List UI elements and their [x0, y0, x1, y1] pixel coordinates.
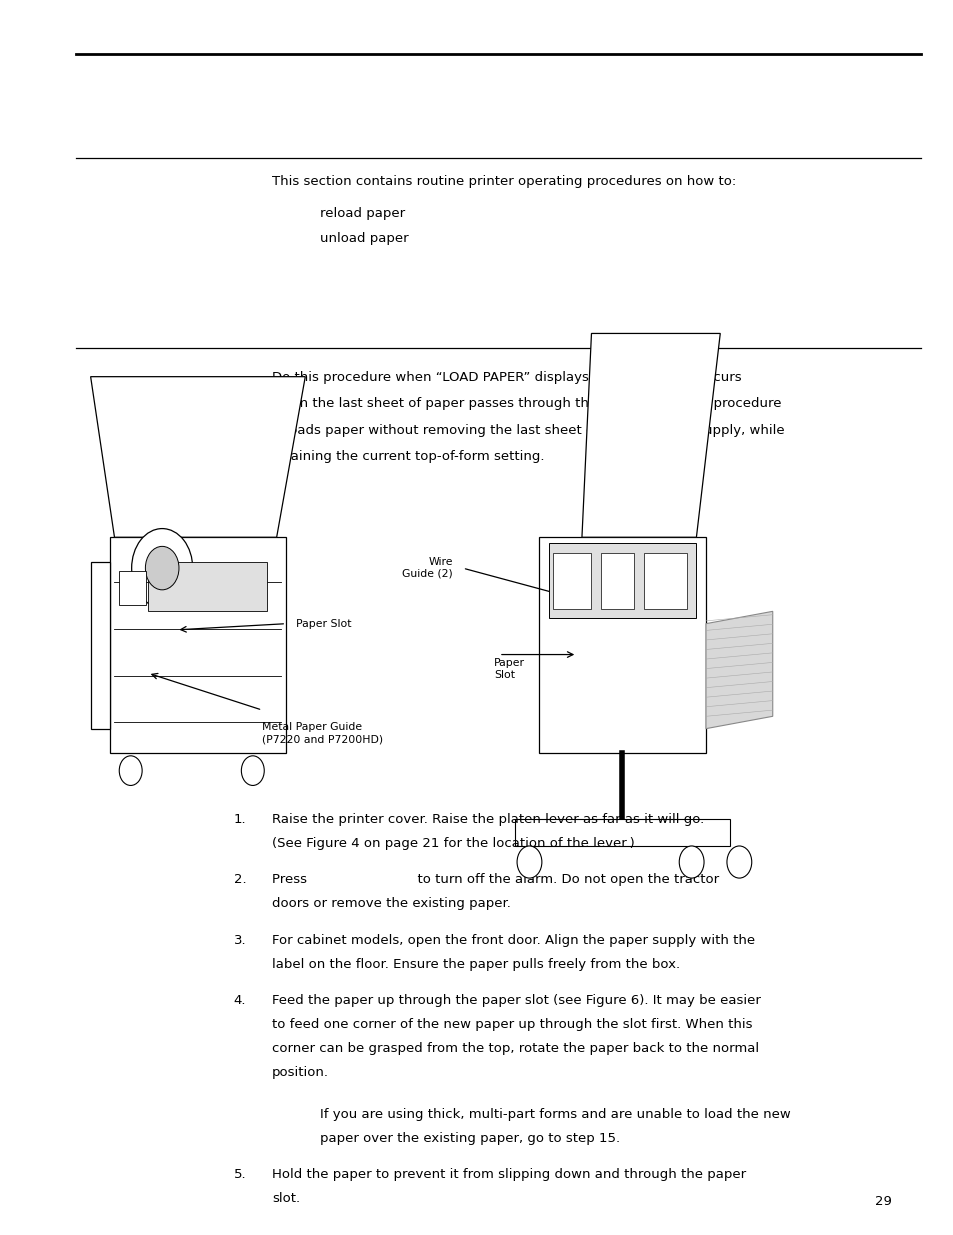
Text: Do this procedure when “LOAD PAPER” displays. (This message occurs: Do this procedure when “LOAD PAPER” disp… — [272, 370, 740, 384]
Text: 1.: 1. — [233, 813, 246, 826]
Polygon shape — [705, 611, 772, 729]
Text: 29: 29 — [874, 1194, 891, 1208]
Bar — [538, 537, 705, 753]
Bar — [110, 537, 286, 753]
Circle shape — [679, 846, 703, 878]
Text: (See Figure 4 on page 21 for the location of the lever.): (See Figure 4 on page 21 for the locatio… — [272, 837, 634, 850]
Text: 4.: 4. — [233, 994, 246, 1008]
Text: 5.: 5. — [233, 1168, 246, 1182]
Text: For cabinet models, open the front door. Align the paper supply with the: For cabinet models, open the front door.… — [272, 934, 754, 947]
Bar — [515, 819, 729, 846]
Bar — [643, 553, 686, 609]
Text: doors or remove the existing paper.: doors or remove the existing paper. — [272, 897, 510, 910]
Text: paper over the existing paper, go to step 15.: paper over the existing paper, go to ste… — [319, 1131, 619, 1145]
Text: Raise the printer cover. Raise the platen lever as far as it will go.: Raise the printer cover. Raise the plate… — [272, 813, 703, 826]
Text: position.: position. — [272, 1066, 329, 1079]
Bar — [148, 562, 267, 611]
Bar — [91, 562, 110, 729]
Polygon shape — [91, 377, 305, 537]
Text: If you are using thick, multi-part forms and are unable to load the new: If you are using thick, multi-part forms… — [319, 1108, 789, 1121]
Circle shape — [726, 846, 751, 878]
Text: 2.: 2. — [233, 873, 246, 887]
Polygon shape — [581, 333, 720, 537]
Text: when the last sheet of paper passes through the paper slot.) This procedure: when the last sheet of paper passes thro… — [272, 398, 781, 410]
Circle shape — [132, 529, 193, 608]
Bar — [600, 553, 634, 609]
Text: corner can be grasped from the top, rotate the paper back to the normal: corner can be grasped from the top, rota… — [272, 1042, 759, 1056]
Text: 3.: 3. — [233, 934, 246, 947]
Circle shape — [517, 846, 541, 878]
Bar — [553, 553, 591, 609]
Text: slot.: slot. — [272, 1192, 299, 1205]
Text: Press                          to turn off the alarm. Do not open the tractor: Press to turn off the alarm. Do not open… — [272, 873, 719, 887]
Text: Hold the paper to prevent it from slipping down and through the paper: Hold the paper to prevent it from slippi… — [272, 1168, 745, 1182]
Text: label on the floor. Ensure the paper pulls freely from the box.: label on the floor. Ensure the paper pul… — [272, 958, 679, 971]
Text: This section contains routine printer operating procedures on how to:: This section contains routine printer op… — [272, 175, 736, 189]
Circle shape — [145, 546, 179, 590]
Text: Feed the paper up through the paper slot (see Figure 6). It may be easier: Feed the paper up through the paper slot… — [272, 994, 760, 1008]
Text: reloads paper without removing the last sheet of the old paper supply, while: reloads paper without removing the last … — [272, 424, 783, 437]
Bar — [548, 543, 696, 618]
Circle shape — [119, 756, 142, 785]
Text: unload paper: unload paper — [319, 232, 408, 246]
Text: Wire
Guide (2): Wire Guide (2) — [402, 557, 453, 579]
Text: Paper Slot: Paper Slot — [295, 619, 351, 629]
Text: to feed one corner of the new paper up through the slot first. When this: to feed one corner of the new paper up t… — [272, 1018, 752, 1031]
Text: retaining the current top-of-form setting.: retaining the current top-of-form settin… — [272, 451, 544, 463]
Text: Metal Paper Guide
(P7220 and P7200HD): Metal Paper Guide (P7220 and P7200HD) — [262, 722, 383, 743]
Bar — [119, 571, 146, 605]
Text: Paper
Slot: Paper Slot — [494, 658, 524, 679]
Text: reload paper: reload paper — [319, 207, 404, 221]
Circle shape — [241, 756, 264, 785]
